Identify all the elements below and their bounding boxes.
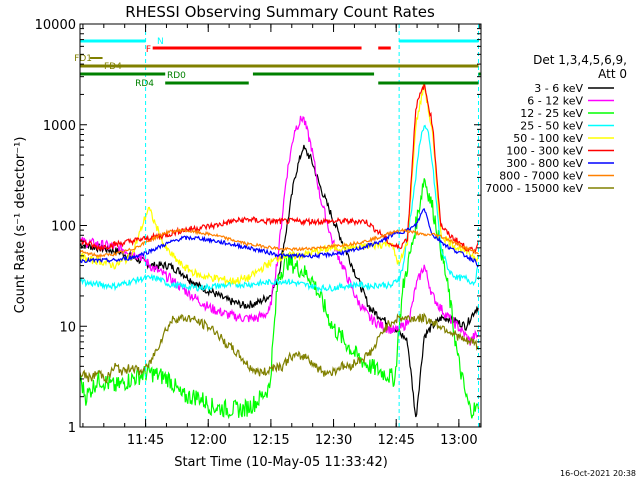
legend-label-800-7000-kev-kev: 800 - 7000 keV (499, 170, 583, 183)
x-tick-label: 12:15 (252, 433, 289, 448)
y-tick-label: 10000 (35, 18, 76, 33)
x-tick-label: 12:30 (315, 433, 352, 448)
flag-label-f: F (146, 45, 151, 55)
legend-label-25-50-kev-kev: 25 - 50 keV (520, 120, 583, 133)
flag-label-rd4: RD4 (135, 79, 154, 89)
legend-label-100-300-kev-kev: 100 - 300 keV (506, 145, 583, 158)
series-line-12-25-kev-kev (80, 178, 480, 420)
series-line-6-12-kev-kev (80, 115, 479, 346)
series-line-800-7000-kev-kev (80, 227, 479, 259)
flag-label-fd4: FD4 (104, 62, 122, 72)
legend-label-7000-15000-kev-kev: 7000 - 15000 keV (485, 182, 583, 195)
legend-header-line-1: Det 1,3,4,5,6,9, (533, 53, 627, 67)
chart-title: RHESSI Observing Summary Count Rates (125, 3, 435, 21)
legend-header-line-2: Att 0 (598, 67, 627, 81)
x-tick-label: 12:00 (190, 433, 227, 448)
flag-label-rd0: RD0 (167, 71, 186, 81)
timestamp: 16-Oct-2021 20:38 (560, 469, 636, 478)
legend-label-50-100-kev-kev: 50 - 100 keV (513, 132, 583, 145)
legend-label-12-25-kev-kev: 12 - 25 keV (520, 107, 583, 120)
plot-clipped-group (80, 24, 481, 427)
y-tick-label: 100 (51, 220, 76, 235)
plot-area: NF FD1 FD4 RD0 RD4 (74, 24, 481, 427)
x-tick-label: 11:45 (127, 433, 164, 448)
series-line-300-800-kev-kev (80, 208, 479, 268)
y-tick-label: 1 (68, 421, 76, 436)
x-tick-label: 13:00 (440, 433, 477, 448)
legend-label-300-800-kev-kev: 300 - 800 keV (506, 157, 583, 170)
series-line-25-50-kev-kev (80, 124, 479, 293)
flag-label-fd1: FD1 (74, 54, 92, 64)
flag-label-n: N (157, 37, 164, 47)
y-tick-label: 1000 (43, 119, 76, 134)
legend-label-3-6-kev-kev: 3 - 6 keV (534, 82, 583, 95)
series-line-7000-15000-kev-kev (80, 312, 480, 384)
series-line-100-300-kev-kev (80, 82, 480, 255)
y-tick-label: 10 (59, 320, 76, 335)
x-tick-label: 12:45 (377, 433, 414, 448)
y-axis-label: Count Rate (s⁻¹ detector⁻¹) (13, 137, 28, 314)
x-axis-label: Start Time (10-May-05 11:33:42) (174, 455, 388, 470)
legend-label-6-12-kev-kev: 6 - 12 keV (527, 95, 583, 108)
axes: 1 10 100 1000 10000 11:45 12:00 12:15 12:30 12:45… (35, 18, 481, 448)
